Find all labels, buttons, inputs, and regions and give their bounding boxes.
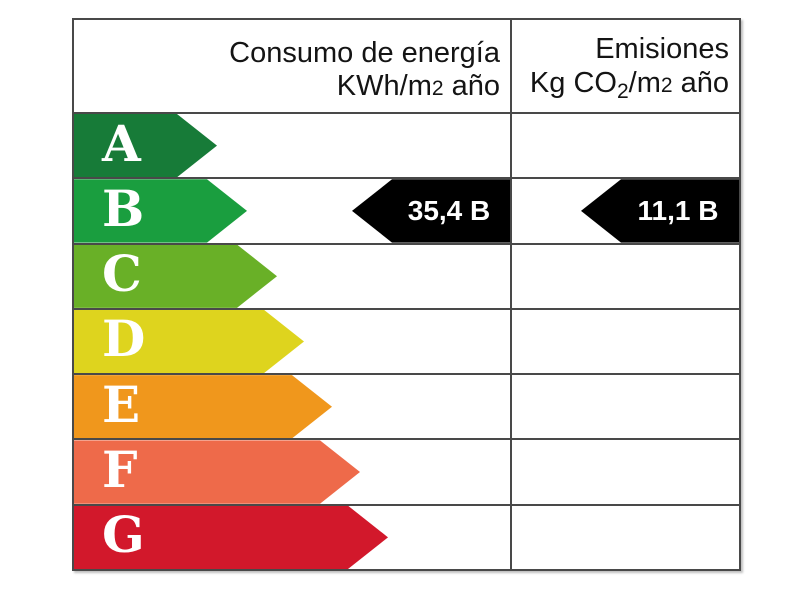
- emissions-title-line1: Emisiones: [595, 33, 729, 66]
- consumption-cell: F: [74, 440, 512, 504]
- rating-arrow: C: [74, 245, 277, 308]
- consumption-indicator-value: 35,4 B: [407, 194, 491, 226]
- rating-letter: D: [102, 309, 146, 369]
- rating-row: C: [74, 242, 739, 308]
- rating-arrow: D: [74, 310, 304, 373]
- consumption-cell: C: [74, 244, 512, 308]
- consumption-column-title: Consumo de energía KWh/m2 año: [229, 37, 500, 104]
- consumption-cell: B 35,4 B: [74, 179, 512, 243]
- rating-row: E: [74, 373, 739, 439]
- emissions-indicator-value: 11,1 B: [637, 194, 719, 226]
- rating-letter: E: [102, 375, 141, 434]
- emissions-unit-suffix: año: [672, 66, 729, 99]
- rating-letter: B: [102, 179, 145, 238]
- consumption-unit-prefix: KWh/m: [336, 70, 432, 103]
- rating-row: A: [74, 112, 739, 178]
- rating-letter: G: [102, 505, 145, 565]
- rating-arrow: E: [74, 375, 332, 438]
- emissions-unit-subscript: 2: [616, 79, 629, 103]
- emissions-cell: [512, 310, 739, 373]
- rating-table: Consumo de energía KWh/m2 año Emisiones …: [72, 18, 741, 571]
- rating-letter: F: [102, 440, 138, 500]
- emissions-cell: [512, 375, 739, 438]
- rating-letter: C: [102, 244, 142, 304]
- consumption-unit-exponent: 2: [431, 77, 444, 101]
- emissions-column-header: Emisiones Kg CO2/m2 año: [512, 20, 739, 112]
- rating-arrow: F: [74, 440, 360, 503]
- consumption-unit-suffix: año: [443, 70, 500, 103]
- emissions-unit-mid: /m: [628, 66, 661, 99]
- rating-row: F: [74, 438, 739, 504]
- rating-arrow: B: [74, 179, 247, 242]
- rating-row: G: [74, 503, 739, 569]
- consumption-cell: A: [74, 114, 512, 178]
- emissions-unit-prefix: Kg CO: [529, 66, 617, 99]
- emissions-cell: [512, 440, 739, 503]
- emissions-column-title: Emisiones Kg CO2/m2 año: [530, 33, 729, 104]
- emissions-cell: [512, 114, 739, 177]
- rating-rows: A B 35,4 B 11,1 B: [74, 112, 739, 569]
- consumption-title-line1: Consumo de energía: [229, 36, 500, 69]
- emissions-indicator: 11,1 B: [581, 179, 739, 243]
- emissions-cell: 11,1 B: [512, 179, 739, 243]
- rating-letter: A: [102, 114, 141, 173]
- emissions-cell: [512, 506, 739, 569]
- consumption-cell: E: [74, 375, 512, 439]
- consumption-column-header: Consumo de energía KWh/m2 año: [74, 20, 512, 112]
- emissions-cell: [512, 245, 739, 308]
- rating-arrow: A: [74, 114, 217, 177]
- consumption-indicator: 35,4 B: [352, 179, 510, 243]
- rating-row: B 35,4 B 11,1 B: [74, 177, 739, 243]
- rating-arrow: G: [74, 506, 388, 569]
- emissions-unit-exponent: 2: [660, 73, 673, 97]
- consumption-cell: D: [74, 309, 512, 374]
- table-header: Consumo de energía KWh/m2 año Emisiones …: [74, 20, 739, 112]
- consumption-cell: G: [74, 505, 512, 569]
- rating-row: D: [74, 307, 739, 374]
